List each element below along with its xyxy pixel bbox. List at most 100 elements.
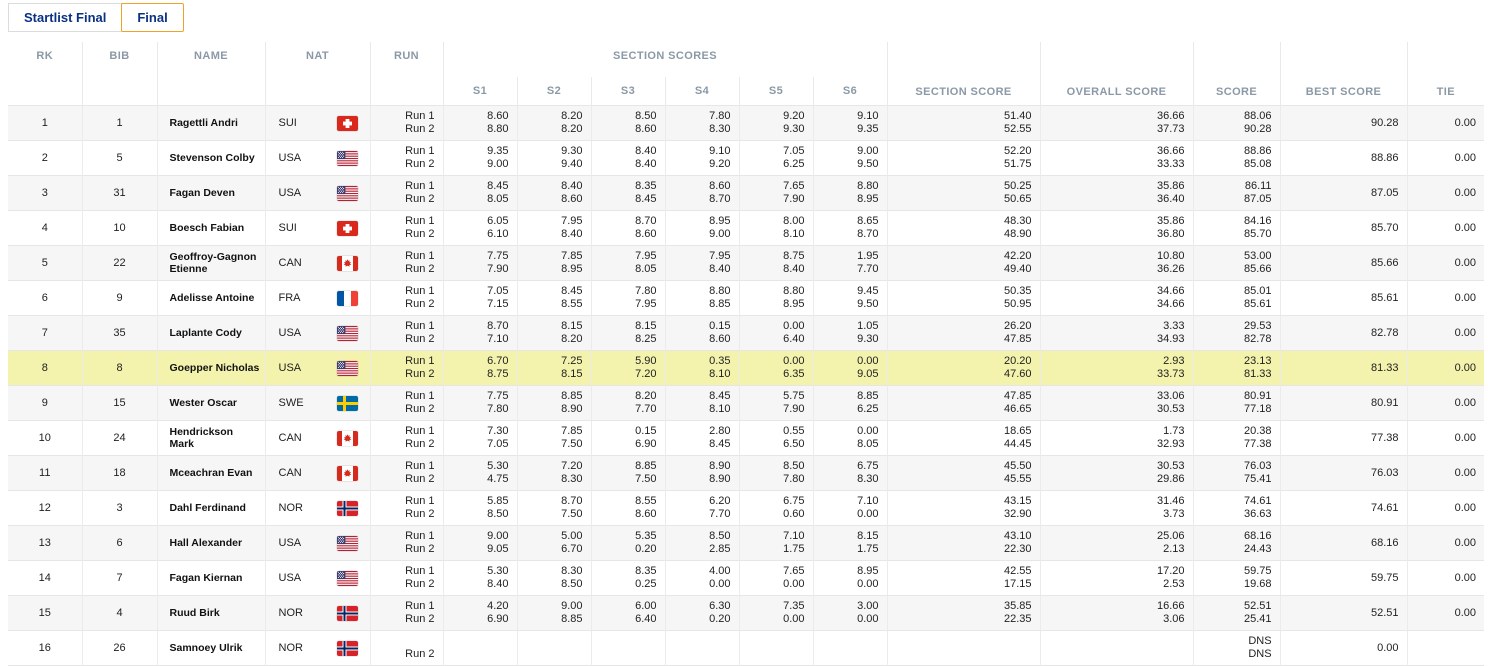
s6-cell: 8.85 6.25: [813, 385, 888, 421]
s1-cell: 7.75 7.80: [443, 385, 518, 421]
tab-startlist-final[interactable]: Startlist Final: [8, 3, 123, 32]
flag-icon: [336, 570, 358, 586]
table-row[interactable]: 10 24 Hendrickson Mark CAN Run 1 Run 2 7.…: [8, 420, 1485, 456]
score-cell: 29.53 82.78: [1193, 315, 1281, 351]
rank-cell: 6: [8, 280, 83, 316]
section-score-cell: 43.10 22.30: [887, 525, 1041, 561]
score-cell: 74.61 36.63: [1193, 490, 1281, 526]
flag-icon: [336, 605, 358, 621]
best-score-cell: 68.16: [1280, 525, 1408, 561]
athlete-name: Laplante Cody: [157, 315, 266, 351]
table-row[interactable]: 16 26 Samnoey Ulrik NOR Run 2: [8, 630, 1485, 666]
rank-cell: 9: [8, 385, 83, 421]
s2-cell: 8.45 8.55: [517, 280, 592, 316]
overall-score-cell: 35.86 36.40: [1040, 175, 1194, 211]
col-header-run: RUN: [370, 42, 444, 106]
s4-cell: [665, 630, 740, 666]
bib-cell: 6: [82, 525, 158, 561]
table-row[interactable]: 15 4 Ruud Birk NOR Run 1 Run 2 4.20 6.90 9…: [8, 595, 1485, 631]
s1-cell: 8.70 7.10: [443, 315, 518, 351]
s1-cell: 5.85 8.50: [443, 490, 518, 526]
table-row[interactable]: 4 10 Boesch Fabian SUI Run 1 Run 2 6.05 6.…: [8, 210, 1485, 246]
nation-cell: NOR: [265, 490, 371, 526]
s5-cell: 6.75 0.60: [739, 490, 814, 526]
nation-code: SUI: [278, 117, 297, 129]
tab-final[interactable]: Final: [121, 3, 184, 32]
table-row[interactable]: 13 6 Hall Alexander USA Run 1 Run 2 9.00 9…: [8, 525, 1485, 561]
s3-cell: 6.00 6.40: [591, 595, 666, 631]
flag-icon: [336, 360, 358, 376]
athlete-name: Ruud Birk: [157, 595, 266, 631]
nation-cell: SUI: [265, 210, 371, 246]
s5-cell: 8.75 8.40: [739, 245, 814, 281]
flag-icon: [336, 640, 358, 656]
bib-cell: 35: [82, 315, 158, 351]
col-header-tie: TIE: [1436, 86, 1455, 98]
tie-cell: 0.00: [1454, 362, 1477, 374]
rank-cell: 1: [8, 105, 83, 141]
score-cell: 53.00 85.66: [1193, 245, 1281, 281]
best-score-cell: 52.51: [1280, 595, 1408, 631]
s4-cell: 7.95 8.40: [665, 245, 740, 281]
s4-cell: 7.80 8.30: [665, 105, 740, 141]
nation-code: NOR: [278, 502, 303, 514]
overall-score-cell: 35.86 36.80: [1040, 210, 1194, 246]
table-row[interactable]: 2 5 Stevenson Colby USA Run 1 Run 2 9.35 9…: [8, 140, 1485, 176]
flag-icon: [336, 395, 358, 411]
rank-cell: 3: [8, 175, 83, 211]
col-header-s4: S4: [665, 77, 740, 106]
s1-cell: 8.45 8.05: [443, 175, 518, 211]
bib-cell: 3: [82, 490, 158, 526]
s4-cell: 8.50 2.85: [665, 525, 740, 561]
table-row[interactable]: 8 8 Goepper Nicholas USA Run 1 Run 2 6.70…: [8, 350, 1485, 386]
s5-cell: 0.55 6.50: [739, 420, 814, 456]
run-cell: Run 1 Run 2: [370, 490, 444, 526]
col-header-s5: S5: [739, 77, 814, 106]
s3-cell: 5.90 7.20: [591, 350, 666, 386]
section-score-cell: 51.40 52.55: [887, 105, 1041, 141]
run-cell: Run 1 Run 2: [370, 140, 444, 176]
table-row[interactable]: 5 22 Geoffroy-Gagnon Etienne CAN Run 1 Ru…: [8, 245, 1485, 281]
s3-cell: 7.80 7.95: [591, 280, 666, 316]
table-row[interactable]: 9 15 Wester Oscar SWE Run 1 Run 2 7.75 7.8…: [8, 385, 1485, 421]
s6-cell: 8.15 1.75: [813, 525, 888, 561]
table-row[interactable]: 14 7 Fagan Kiernan USA Run 1 Run 2 5.30 8.…: [8, 560, 1485, 596]
section-score-cell: 45.50 45.55: [887, 455, 1041, 491]
nation-code: CAN: [278, 467, 302, 479]
table-row[interactable]: 1 1 Ragettli Andri SUI Run 1 Run 2 8.60 8.…: [8, 105, 1485, 141]
s4-cell: 6.20 7.70: [665, 490, 740, 526]
table-row[interactable]: 11 18 Mceachran Evan CAN Run 1 Run 2 5.30…: [8, 455, 1485, 491]
best-score-cell: 59.75: [1280, 560, 1408, 596]
s1-cell: 5.30 8.40: [443, 560, 518, 596]
table-row[interactable]: 3 31 Fagan Deven USA Run 1 Run 2 8.45 8.05…: [8, 175, 1485, 211]
flag-icon: [336, 220, 358, 236]
table-row[interactable]: 7 35 Laplante Cody USA Run 1 Run 2 8.70 7.…: [8, 315, 1485, 351]
run-cell: Run 1 Run 2: [370, 315, 444, 351]
run-cell: Run 1 Run 2: [370, 210, 444, 246]
best-score-cell: 85.70: [1280, 210, 1408, 246]
nation-code: NOR: [278, 607, 303, 619]
nation-cell: CAN: [265, 455, 371, 491]
table-row[interactable]: 12 3 Dahl Ferdinand NOR Run 1 Run 2 5.85 8…: [8, 490, 1485, 526]
section-score-cell: 43.15 32.90: [887, 490, 1041, 526]
s1-cell: 7.05 7.15: [443, 280, 518, 316]
section-score-cell: 50.25 50.65: [887, 175, 1041, 211]
tie-cell: 0.00: [1454, 432, 1477, 444]
nation-cell: NOR: [265, 630, 371, 666]
section-score-cell: 47.85 46.65: [887, 385, 1041, 421]
s4-cell: 8.90 8.90: [665, 455, 740, 491]
s3-cell: [591, 630, 666, 666]
best-score-cell: 87.05: [1280, 175, 1408, 211]
s6-cell: 9.00 9.50: [813, 140, 888, 176]
s3-cell: 8.55 8.60: [591, 490, 666, 526]
col-header-bib: BIB: [82, 42, 158, 106]
table-row[interactable]: 6 9 Adelisse Antoine FRA Run 1 Run 2 7.05…: [8, 280, 1485, 316]
nation-cell: FRA: [265, 280, 371, 316]
best-score-cell: 81.33: [1280, 350, 1408, 386]
rank-cell: 4: [8, 210, 83, 246]
s6-cell: 9.10 9.35: [813, 105, 888, 141]
athlete-name: Stevenson Colby: [157, 140, 266, 176]
athlete-name: Geoffroy-Gagnon Etienne: [157, 245, 266, 281]
s5-cell: 5.75 7.90: [739, 385, 814, 421]
score-cell: DNS DNS: [1193, 630, 1281, 666]
